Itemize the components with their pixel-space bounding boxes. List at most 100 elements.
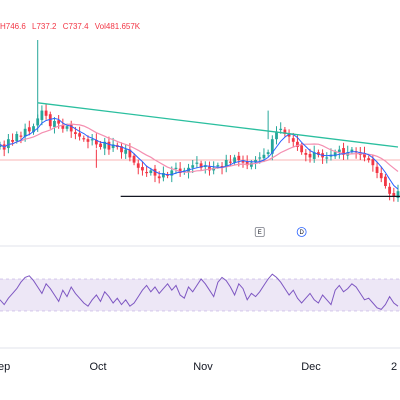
candle-body <box>19 135 23 137</box>
dividend-marker-circle <box>296 227 307 237</box>
ma-fast-line <box>0 117 399 190</box>
time-axis[interactable]: ep Oct Nov Dec 2 <box>0 361 397 373</box>
candle-body <box>99 143 102 147</box>
candle-body <box>86 139 90 142</box>
descending-trendline <box>37 102 399 148</box>
legend-volume: Vol481.657K <box>94 22 141 31</box>
candle-body <box>40 110 44 120</box>
candle-body <box>11 139 14 142</box>
candle-body <box>312 152 316 159</box>
candle-body <box>245 161 249 166</box>
candle-body <box>74 132 77 134</box>
candle-body <box>82 138 86 140</box>
candle-body <box>333 152 337 157</box>
legend-close: C737.4 <box>62 22 89 31</box>
candle-body <box>283 129 287 134</box>
candle-body <box>149 170 153 173</box>
candle-body <box>132 155 136 163</box>
ma-slow-line <box>0 123 399 173</box>
candle-body <box>141 167 144 171</box>
rsi-line <box>0 273 399 310</box>
candle-body <box>44 110 48 116</box>
candle-body <box>308 154 312 158</box>
x-tick-label: ep <box>0 361 10 373</box>
candle-body <box>61 125 65 129</box>
candle-body <box>237 155 241 160</box>
candle-body <box>161 173 165 178</box>
candle-body <box>174 167 178 169</box>
candle-body <box>166 174 169 176</box>
candle-body <box>258 157 262 159</box>
candle-body <box>371 159 375 166</box>
x-tick-label: Oct <box>89 361 106 373</box>
candle-body <box>266 152 270 155</box>
dividend-marker[interactable]: D <box>296 227 307 237</box>
candle-body <box>350 149 354 152</box>
candle-body <box>120 146 123 153</box>
candle-body <box>317 152 320 155</box>
candle-body <box>262 154 266 159</box>
rsi-band <box>0 279 400 311</box>
legend-high: H746.6 <box>0 22 26 31</box>
candle-body <box>36 118 40 126</box>
legend-low: L737.2 <box>32 22 57 31</box>
candle-body <box>392 193 396 197</box>
candle-body <box>157 176 161 179</box>
candle-body <box>136 163 140 168</box>
event-marker-label: D <box>299 230 304 236</box>
candle-body <box>124 149 128 154</box>
earnings-marker-box <box>254 227 265 237</box>
candle-body <box>287 133 291 137</box>
candle-body <box>48 114 52 127</box>
candle-body <box>342 148 345 155</box>
candle-body <box>195 162 199 164</box>
candle-body <box>375 166 379 173</box>
candle-body <box>15 134 19 142</box>
candle-body <box>241 160 245 163</box>
candle-body <box>254 160 257 163</box>
candle-body <box>170 170 174 176</box>
candle-body <box>388 186 392 194</box>
x-tick-label: Nov <box>193 361 213 373</box>
candle-body <box>103 141 107 149</box>
candle-body <box>27 127 31 132</box>
x-tick-label: 2 <box>391 361 397 373</box>
candle-body <box>145 171 149 174</box>
rsi-pane[interactable] <box>0 273 400 312</box>
event-marker-label: E <box>258 230 262 236</box>
candle-body <box>337 149 341 153</box>
candle-body <box>275 131 278 140</box>
candle-body <box>216 165 220 167</box>
candle-body <box>304 152 308 155</box>
candle-body <box>279 128 283 130</box>
candle-body <box>249 162 253 167</box>
candle-body <box>296 141 299 147</box>
candle-body <box>53 121 56 127</box>
candle-body <box>191 165 195 168</box>
candle-body <box>111 144 115 149</box>
candle-body <box>107 141 111 150</box>
candle-body <box>69 124 73 132</box>
candle-body <box>199 163 203 168</box>
candle-body <box>300 145 304 153</box>
candle-body <box>367 158 371 160</box>
candle-body <box>90 139 94 141</box>
candle-body <box>0 144 2 147</box>
candle-body <box>94 139 98 145</box>
candle-body <box>153 168 157 176</box>
candle-body <box>65 126 69 129</box>
candle-body <box>178 168 182 173</box>
candle-body <box>78 133 81 137</box>
candle-body <box>233 157 237 163</box>
x-tick-label: Dec <box>301 361 321 373</box>
candle-body <box>229 161 232 163</box>
earnings-marker[interactable]: E <box>254 227 265 237</box>
candle-body <box>32 126 35 133</box>
candle-body <box>128 149 132 158</box>
candle-body <box>384 176 387 186</box>
candle-body <box>291 138 295 142</box>
ohlc-legend: H746.6 L737.2 C737.4 Vol481.657K <box>0 22 144 31</box>
candle-body <box>325 157 329 159</box>
